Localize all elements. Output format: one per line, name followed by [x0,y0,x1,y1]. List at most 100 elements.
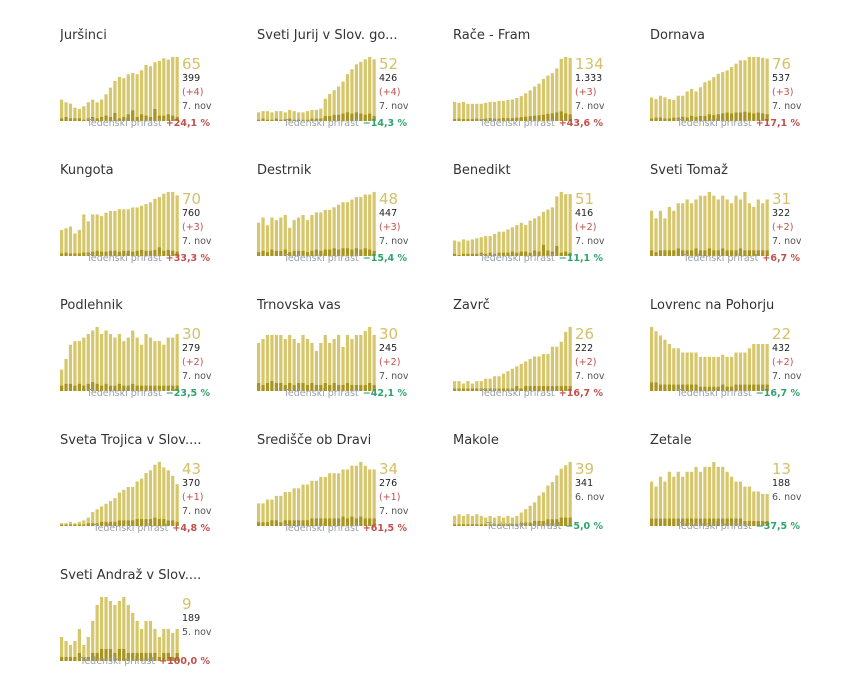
active-cases-bar [288,334,292,391]
chart-card[interactable]: Zavrč 26 222 (+2) 7. nov Tedenski prirast +16,… [453,298,643,423]
active-cases-bar [555,475,559,526]
daily-cases-bar [528,116,532,121]
daily-cases-bar [501,252,506,256]
active-cases-bar [117,334,121,391]
active-cases-bar [166,59,170,121]
daily-cases-bar [337,518,341,526]
daily-cases-bar [761,250,765,256]
active-cases-bar [515,98,519,121]
active-cases-bar [510,517,514,526]
active-cases-bar [681,352,685,391]
active-cases-bar [524,93,528,121]
active-cases-bar [265,334,270,391]
active-cases-bar [345,74,350,121]
chart-card[interactable]: Kungota 70 760 (+3) 7. nov Tedenski prirast +3… [60,163,250,288]
active-cases-bar [126,337,130,391]
active-cases-bar [126,74,130,121]
chart-card[interactable]: Žetale 13 188 6. nov Tedenski prirast −37,5 % [650,433,840,558]
last-update-date: 7. nov [182,101,212,112]
daily-cases-bar [690,250,694,256]
daily-cases-bar [131,251,135,256]
daily-cases-bar [60,657,64,661]
daily-cases-bar [747,384,751,391]
daily-cases-bar [288,118,292,121]
active-cases-bar [654,99,658,121]
chart-card[interactable]: Rače - Fram 134 1.333 (+3) 7. nov Tedenski pr… [453,28,643,153]
last-update-date: 7. nov [379,236,409,247]
chart-card[interactable]: Podlehnik 30 279 (+2) 7. nov Tedenski prirast… [60,298,250,423]
active-cases-bar [64,228,68,256]
daily-cases-bar [305,520,310,526]
daily-cases-bar [104,383,108,391]
active-cases-bar [765,58,769,121]
mini-bar-chart [257,326,376,391]
daily-cases-bar [479,388,483,391]
active-cases-bar [144,334,148,391]
active-cases-bar [519,96,523,121]
weekly-growth-value: −15,4 % [362,253,407,264]
active-cases-bar [546,485,550,526]
chart-card[interactable]: Sveti Jurij v Slov. go... 52 426 (+4) 7. nov… [257,28,447,153]
active-cases-bar [725,356,729,391]
weekly-growth: Tedenski prirast −37,5 % [677,521,800,532]
active-cases-bar [283,112,287,121]
last-update-date: 7. nov [182,506,212,517]
active-cases-bar [493,376,497,391]
chart-card[interactable]: Sveta Trojica v Slov.... 43 370 (+1) 7. nov T… [60,433,250,558]
daily-cases-bar [113,250,117,256]
chart-card[interactable]: Lovrenc na Pohorju 22 432 (+2) 7. nov Tedensk… [650,298,840,423]
chart-card[interactable]: Sveti Andraž v Slov.... 9 189 5. nov Tedensk… [60,568,250,693]
active-cases-bar [734,63,738,121]
daily-cases-bar [122,117,126,121]
chart-card[interactable]: Benedikt 51 416 (+2) 7. nov Tedenski prirast −… [453,163,643,288]
active-cases-bar [171,56,175,121]
chart-card[interactable]: Trnovska vas 30 245 (+2) 7. nov Tedenski prir… [257,298,447,423]
chart-card[interactable]: Destrnik 48 447 (+3) 7. nov Tedenski prirast −… [257,163,447,288]
active-cases-bar [86,636,90,661]
active-cases-bar [301,214,305,256]
daily-cases-bar [140,519,144,526]
active-cases-bar [510,99,514,121]
active-cases-bar [372,191,376,256]
active-cases-bar [359,334,363,391]
daily-cases-bar [716,250,720,256]
daily-cases-bar [135,519,139,526]
active-cases-bar [68,103,73,121]
mini-bar-chart [257,461,376,526]
daily-cases-bar [676,384,680,391]
daily-cases-bar [332,114,336,121]
active-cases-bar [108,500,113,526]
active-cases-bar [685,471,689,526]
daily-cases-bar [501,388,506,391]
mini-bar-chart [650,461,769,526]
chart-card[interactable]: Dornava 76 537 (+3) 7. nov Tedenski prirast +1… [650,28,840,153]
daily-cases-bar [650,518,654,526]
daily-cases-bar [725,250,729,256]
daily-cases-bar [457,118,461,121]
chart-card[interactable]: Sveti Tomaž 31 322 (+2) 7. nov Tedenski prira… [650,163,840,288]
daily-cases-bar [73,657,77,661]
daily-cases-bar [341,113,345,121]
daily-cases-bar [368,382,372,391]
daily-cases-bar [113,112,117,121]
daily-cases-bar [515,386,519,391]
active-cases-bar [479,237,483,256]
active-cases-bar [100,216,104,256]
daily-cases-bar [345,382,350,391]
daily-cases-bar [559,252,563,256]
active-cases-bar [541,492,546,526]
daily-cases-bar [301,119,305,121]
daily-cases-bar [341,248,345,256]
daily-cases-bar [765,114,769,121]
daily-cases-bar [288,520,292,526]
chart-card[interactable]: Juršinci 65 399 (+4) 7. nov Tedenski prirast +… [60,28,250,153]
active-cases-bar [466,381,470,391]
chart-card[interactable]: Makole 39 341 6. nov Tedenski prirast −5,0 % [453,433,643,558]
daily-cases-bar [725,112,729,121]
daily-cases-bar [550,251,554,256]
chart-card[interactable]: Središče ob Dravi 34 276 (+1) 7. nov Tedenski… [257,433,447,558]
daily-cases-bar [541,520,546,526]
active-cases-bar [310,109,314,121]
active-cases-bar [555,68,559,121]
active-cases-bar [319,108,323,121]
